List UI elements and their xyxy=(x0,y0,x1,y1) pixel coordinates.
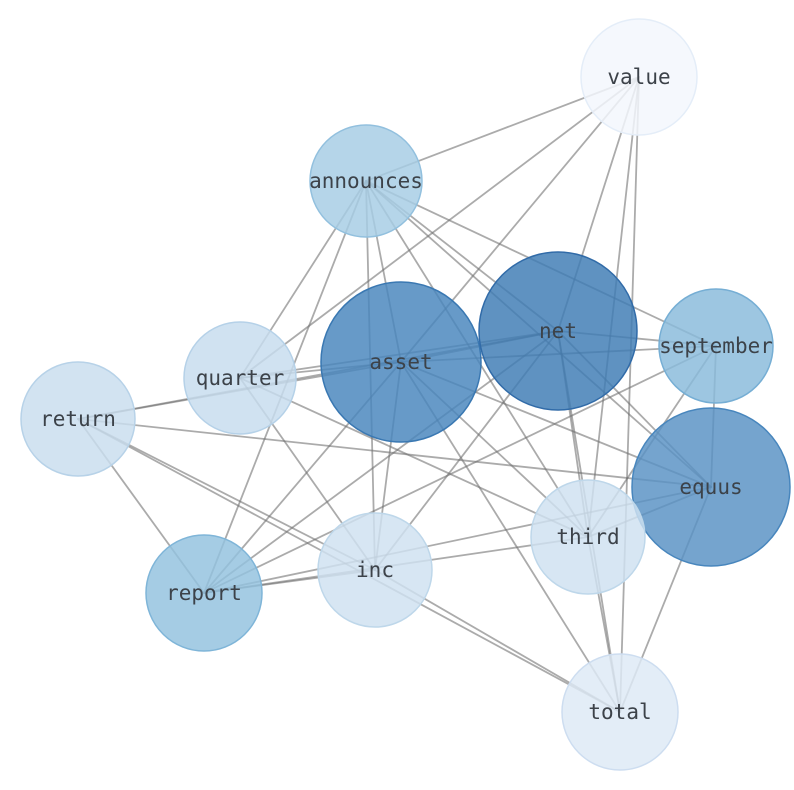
node-equus[interactable] xyxy=(631,407,791,567)
edge-value-quarter xyxy=(239,76,640,379)
node-net[interactable] xyxy=(478,251,638,411)
node-return[interactable] xyxy=(20,361,136,477)
node-total[interactable] xyxy=(561,653,679,771)
edge-september-report xyxy=(203,345,717,594)
node-layer xyxy=(20,18,791,771)
edge-return-equus xyxy=(77,418,712,488)
edge-value-total xyxy=(619,76,640,713)
node-report[interactable] xyxy=(145,534,263,652)
node-value[interactable] xyxy=(580,18,698,136)
edge-quarter-third xyxy=(239,377,589,538)
node-inc[interactable] xyxy=(317,512,433,628)
node-announces[interactable] xyxy=(309,124,423,238)
node-third[interactable] xyxy=(530,479,646,595)
node-quarter[interactable] xyxy=(183,321,297,435)
node-asset[interactable] xyxy=(320,281,482,443)
node-september[interactable] xyxy=(658,288,774,404)
